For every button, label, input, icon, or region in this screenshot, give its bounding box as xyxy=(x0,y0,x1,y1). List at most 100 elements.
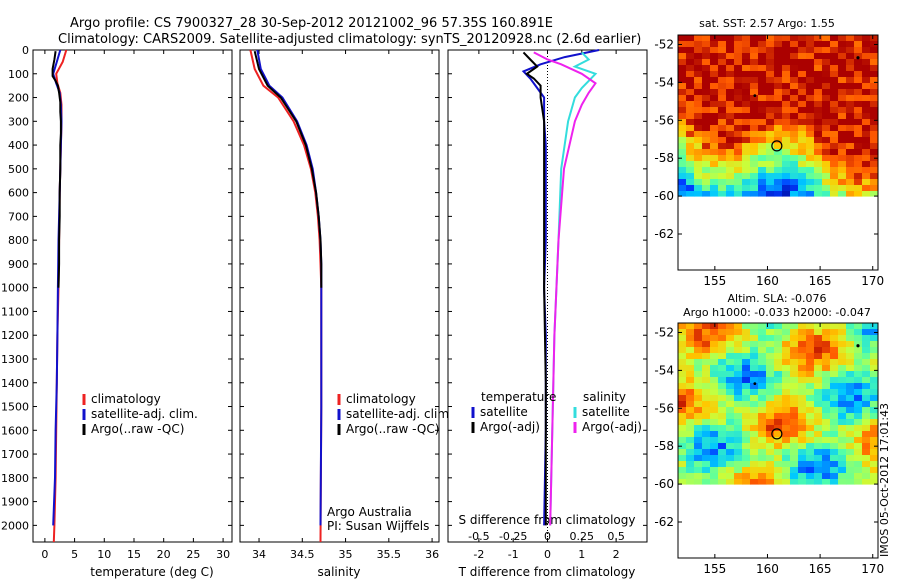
map-cell xyxy=(822,107,831,114)
map-cell xyxy=(854,347,863,354)
map-cell xyxy=(862,149,871,156)
map-cell xyxy=(870,131,879,138)
map-cell xyxy=(870,377,879,384)
map-cell xyxy=(766,131,775,138)
map-cell xyxy=(782,137,791,144)
map-cell xyxy=(718,455,727,462)
map-cell xyxy=(830,107,839,114)
map-cell xyxy=(806,173,815,180)
map-cell xyxy=(814,71,823,78)
map-cell xyxy=(678,413,687,420)
map-cell xyxy=(782,467,791,474)
map-cell xyxy=(718,161,727,168)
map-cell xyxy=(790,431,799,438)
map-cell xyxy=(782,455,791,462)
map-cell xyxy=(790,161,799,168)
map-cell xyxy=(798,143,807,150)
map-cell xyxy=(742,407,751,414)
map-cell xyxy=(838,467,847,474)
map-cell xyxy=(798,359,807,366)
map-cell xyxy=(750,173,759,180)
map-axes-box xyxy=(677,34,879,271)
map-cell xyxy=(862,353,871,360)
map-cell xyxy=(798,431,807,438)
map-cell xyxy=(862,443,871,450)
map-cell xyxy=(742,449,751,456)
map-cell xyxy=(862,41,871,48)
map-cell xyxy=(710,65,719,72)
map-cell xyxy=(742,89,751,96)
map-cell xyxy=(766,479,775,485)
map-cell xyxy=(814,41,823,48)
map-cell xyxy=(686,383,695,390)
map-cell xyxy=(726,173,735,180)
map-cell xyxy=(854,113,863,120)
map-cell xyxy=(814,437,823,444)
map-cell xyxy=(742,119,751,126)
map-cell xyxy=(846,449,855,456)
map-cell xyxy=(750,137,759,144)
map-cell xyxy=(806,323,815,330)
map-cell xyxy=(814,167,823,174)
map-cell xyxy=(742,35,751,42)
map-cell xyxy=(846,323,855,330)
map-cell xyxy=(742,347,751,354)
map-cell xyxy=(702,479,711,485)
map-cell xyxy=(686,125,695,132)
map-cell xyxy=(814,479,823,485)
map-cell xyxy=(854,59,863,66)
map-cell xyxy=(790,125,799,132)
map-cell xyxy=(822,149,831,156)
map-cell xyxy=(726,149,735,156)
map-x-tick-label: 170 xyxy=(861,274,884,288)
map-cell xyxy=(846,59,855,66)
map-cell xyxy=(694,335,703,342)
map-cell xyxy=(822,383,831,390)
map-cell xyxy=(846,143,855,150)
map-cell xyxy=(814,347,823,354)
map-cell xyxy=(854,155,863,162)
map-cell xyxy=(734,443,743,450)
depth-tick-label: 1600 xyxy=(1,424,29,437)
map-cell xyxy=(758,143,767,150)
map-cell xyxy=(702,455,711,462)
map-cell xyxy=(822,95,831,102)
map-cell xyxy=(718,395,727,402)
map-cell xyxy=(846,89,855,96)
map-cell xyxy=(822,53,831,60)
map-cell xyxy=(758,479,767,485)
map-cell xyxy=(750,347,759,354)
map-cell xyxy=(806,467,815,474)
x-tick-label: 2 xyxy=(613,548,620,561)
map-cell xyxy=(686,455,695,462)
map-cell xyxy=(702,353,711,360)
map-cell xyxy=(806,383,815,390)
map-cell xyxy=(718,431,727,438)
map-cell xyxy=(854,353,863,360)
map-cell xyxy=(806,329,815,336)
map-cell xyxy=(854,359,863,366)
map-cell xyxy=(686,395,695,402)
map-cell xyxy=(694,455,703,462)
map-cell xyxy=(710,437,719,444)
map-cell xyxy=(702,185,711,192)
difference-line-3 xyxy=(533,51,597,526)
map-cell xyxy=(686,371,695,378)
map-cell xyxy=(678,353,687,360)
map-cell xyxy=(726,353,735,360)
map-cell xyxy=(790,59,799,66)
map-cell xyxy=(782,185,791,192)
map-cell xyxy=(798,473,807,480)
map-cell xyxy=(710,173,719,180)
map-cell xyxy=(846,455,855,462)
map-x-tick-label: 165 xyxy=(809,562,832,576)
map-cell xyxy=(734,437,743,444)
map-axes-box xyxy=(677,322,879,559)
map-cell xyxy=(862,335,871,342)
map-cell xyxy=(830,443,839,450)
map-cell xyxy=(710,71,719,78)
map-cell xyxy=(726,71,735,78)
map-cell xyxy=(806,41,815,48)
map-cell xyxy=(710,95,719,102)
depth-tick-label: 0 xyxy=(22,44,29,57)
